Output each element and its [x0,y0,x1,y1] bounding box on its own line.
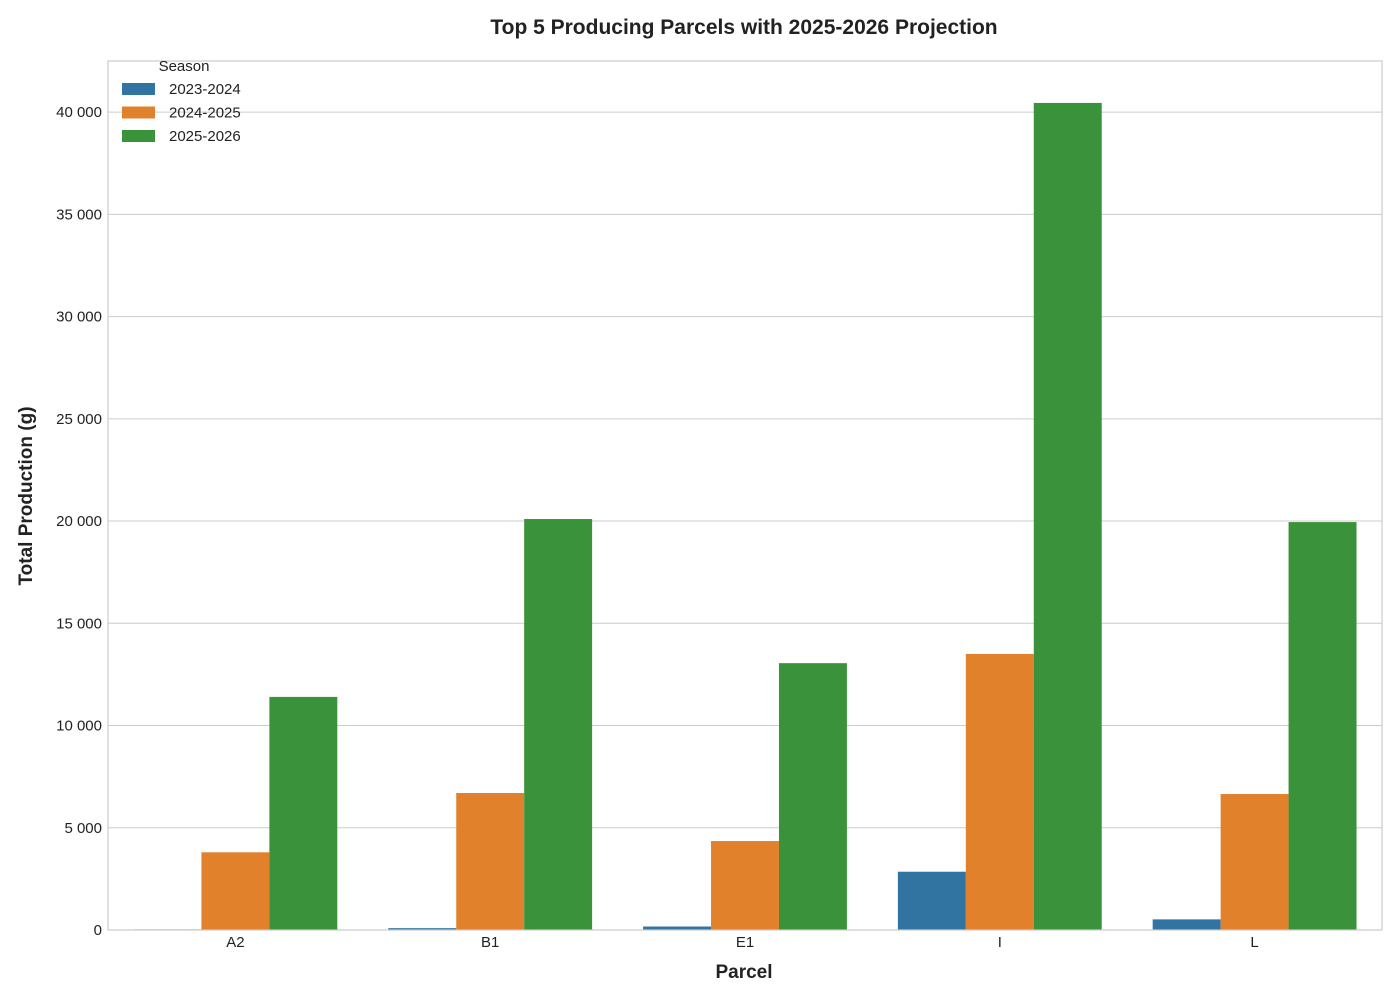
bar-e1-2024-2025 [711,841,779,930]
bar-a2-2024-2025 [201,852,270,930]
x-tick-labels: A2 B1 E1 I L [226,934,1259,951]
y-tick-labels: 0 5 000 10 000 15 000 20 000 25 000 30 000 35 0… [56,104,102,939]
bar-e1-2023-2024 [643,926,712,930]
legend-items: 2023-2024 2024-2025 2025-2026 [122,81,241,145]
bar-i-2024-2025 [965,653,1034,930]
x-tick-label: L [1250,934,1258,951]
y-tick-label: 30 000 [56,309,102,326]
legend-swatch [122,106,155,119]
y-tick-label: 0 [94,922,102,939]
bar-a2-2025-2026 [269,696,338,930]
legend-title: Season [159,58,210,75]
legend-swatch [122,83,155,95]
x-tick-label: A2 [226,934,244,951]
legend-label: 2025-2026 [169,128,241,145]
y-tick-label: 5 000 [64,820,102,837]
legend-swatch [122,130,155,142]
legend-label: 2023-2024 [169,81,241,98]
x-tick-label: B1 [481,934,499,951]
bar-l-2024-2025 [1220,794,1289,930]
bar-i-2023-2024 [897,871,966,930]
chart-title: Top 5 Producing Parcels with 2025-2026 P… [490,16,997,39]
y-tick-label: 10 000 [56,718,102,735]
bar-e1-2025-2026 [778,663,847,930]
y-tick-label: 35 000 [56,206,102,223]
y-tick-label: 15 000 [56,615,102,632]
x-tick-label: I [998,934,1002,951]
bar-l-2025-2026 [1288,522,1357,930]
bar-l-2023-2024 [1152,919,1221,930]
plot-frame [107,60,1383,931]
y-tick-label: 40 000 [56,104,102,121]
y-tick-label: 20 000 [56,513,102,530]
bars [133,102,1357,930]
y-tick-label: 25 000 [56,411,102,428]
x-tick-label: E1 [736,934,754,951]
bar-b1-2023-2024 [388,928,457,930]
y-axis-title: Total Production (g) [16,406,37,585]
x-axis-title: Parcel [715,962,772,983]
bar-b1-2024-2025 [456,793,525,930]
bar-b1-2025-2026 [524,519,593,930]
legend: Season 2023-2024 2024-2025 2025-2026 [122,58,241,145]
bar-i-2025-2026 [1033,102,1102,930]
legend-label: 2024-2025 [169,105,241,122]
